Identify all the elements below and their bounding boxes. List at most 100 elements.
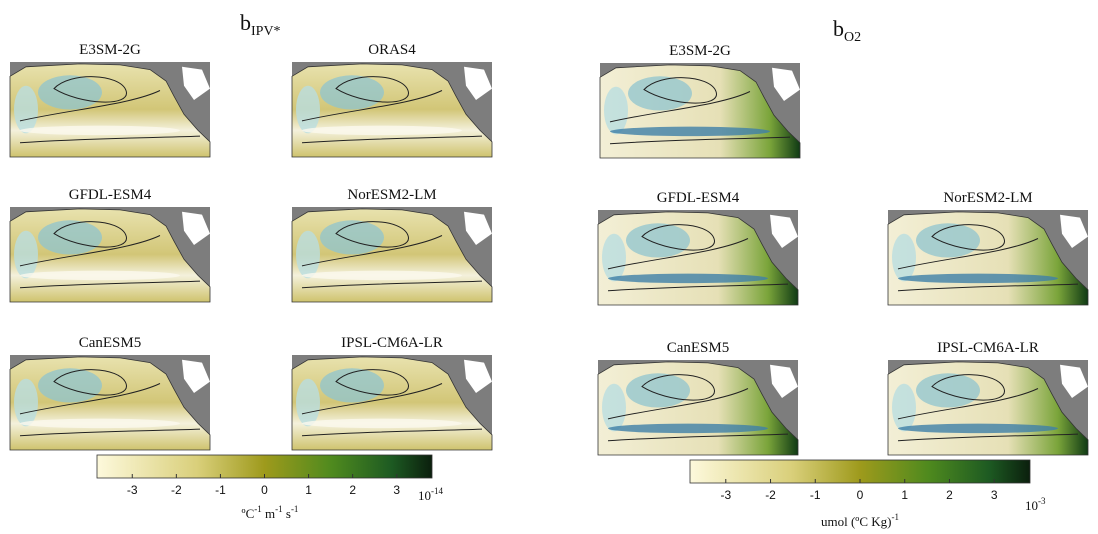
anomaly bbox=[320, 220, 384, 255]
contour bbox=[641, 224, 715, 251]
coast bbox=[887, 211, 1089, 306]
contour bbox=[19, 383, 201, 437]
exp-sup: -3 bbox=[1038, 496, 1046, 506]
contour bbox=[607, 238, 789, 292]
unit-base: s bbox=[283, 506, 291, 521]
contour bbox=[301, 235, 483, 289]
ocean bbox=[292, 208, 492, 302]
anomaly bbox=[608, 273, 768, 284]
colorbar-tick-label: 2 bbox=[946, 488, 953, 502]
panel-label: CanESM5 bbox=[79, 335, 142, 351]
land-white bbox=[464, 66, 492, 100]
map bbox=[597, 210, 799, 306]
land-white bbox=[182, 66, 210, 100]
colorbar-tick-label: -1 bbox=[810, 488, 821, 502]
anomaly bbox=[628, 76, 692, 111]
unit-base: ºC bbox=[242, 506, 255, 521]
panel-label: GFDL-ESM4 bbox=[69, 187, 152, 203]
unit-sup: -1 bbox=[891, 512, 899, 522]
anomaly bbox=[296, 85, 320, 134]
coast bbox=[291, 356, 493, 451]
colorbar-tick-label: 1 bbox=[901, 488, 908, 502]
anomaly bbox=[626, 373, 690, 408]
unit-sup: -1 bbox=[291, 504, 299, 514]
coast bbox=[599, 64, 801, 159]
contour bbox=[931, 224, 1005, 251]
anomaly bbox=[604, 86, 628, 135]
contour bbox=[609, 91, 791, 145]
unit-base: m bbox=[262, 506, 275, 521]
contour bbox=[53, 369, 127, 396]
colorbar-tick-label: -1 bbox=[215, 483, 226, 497]
land-white bbox=[772, 67, 800, 101]
anomaly bbox=[14, 85, 38, 134]
coast bbox=[887, 361, 1089, 456]
contour bbox=[53, 76, 127, 103]
contour bbox=[931, 374, 1005, 401]
coast bbox=[291, 63, 493, 158]
colorbar-tick-label: 0 bbox=[261, 483, 268, 497]
title-main: b bbox=[240, 10, 251, 35]
land-white bbox=[182, 211, 210, 245]
anomaly bbox=[20, 125, 180, 136]
coast bbox=[9, 356, 211, 451]
anomaly bbox=[14, 230, 38, 279]
contour bbox=[643, 77, 717, 104]
colorbar-tick-label: -2 bbox=[765, 488, 776, 502]
map bbox=[887, 210, 1089, 306]
panel-group-title: bIPV* bbox=[240, 10, 281, 39]
exp-base: 10 bbox=[1025, 498, 1038, 513]
contour bbox=[19, 235, 201, 289]
anomaly bbox=[898, 423, 1058, 434]
colorbar-tick-label: 1 bbox=[305, 483, 312, 497]
anomaly bbox=[302, 125, 462, 136]
map bbox=[291, 355, 493, 451]
colorbar-tick-label: -2 bbox=[171, 483, 182, 497]
land-white bbox=[1060, 364, 1088, 398]
panel-label: E3SM-2G bbox=[669, 43, 731, 59]
title-sub: IPV* bbox=[251, 24, 281, 39]
anomaly bbox=[320, 368, 384, 403]
colorbar-tick-label: -3 bbox=[127, 483, 138, 497]
coast bbox=[597, 211, 799, 306]
unit-sup: -1 bbox=[275, 504, 283, 514]
anomaly bbox=[14, 378, 38, 427]
contour bbox=[301, 383, 483, 437]
anomaly bbox=[20, 418, 180, 429]
colorbar-units: umol (ºC Kg)-1 bbox=[821, 512, 899, 529]
panel-label: NorESM2-LM bbox=[943, 190, 1032, 206]
panel-label: CanESM5 bbox=[667, 340, 730, 356]
land-white bbox=[464, 211, 492, 245]
colorbar-tick-label: 0 bbox=[857, 488, 864, 502]
anomaly bbox=[608, 423, 768, 434]
land-white bbox=[770, 214, 798, 248]
contour bbox=[335, 76, 409, 103]
title-main: b bbox=[833, 16, 844, 41]
map bbox=[291, 62, 493, 158]
panel-group-title: bO2 bbox=[833, 16, 861, 45]
coast bbox=[597, 361, 799, 456]
anomaly bbox=[892, 383, 916, 432]
coast bbox=[9, 63, 211, 158]
colorbar-exponent: 10-3 bbox=[1025, 496, 1046, 513]
coast bbox=[291, 208, 493, 303]
anomaly bbox=[892, 233, 916, 282]
panel-label: GFDL-ESM4 bbox=[657, 190, 740, 206]
colorbar-tick-label: -3 bbox=[720, 488, 731, 502]
colorbar-tick-label: 3 bbox=[991, 488, 998, 502]
ocean bbox=[292, 356, 492, 450]
map bbox=[599, 63, 801, 159]
contour bbox=[301, 90, 483, 144]
contour bbox=[607, 388, 789, 442]
land-white bbox=[1060, 214, 1088, 248]
colorbar-exponent: 10-14 bbox=[418, 486, 443, 503]
map bbox=[9, 62, 211, 158]
anomaly bbox=[602, 383, 626, 432]
colorbar-units: ºC-1 m-1 s-1 bbox=[242, 504, 299, 521]
exp-base: 10 bbox=[418, 488, 431, 503]
anomaly bbox=[302, 270, 462, 281]
coast bbox=[9, 208, 211, 303]
anomaly bbox=[626, 223, 690, 258]
anomaly bbox=[38, 75, 102, 110]
